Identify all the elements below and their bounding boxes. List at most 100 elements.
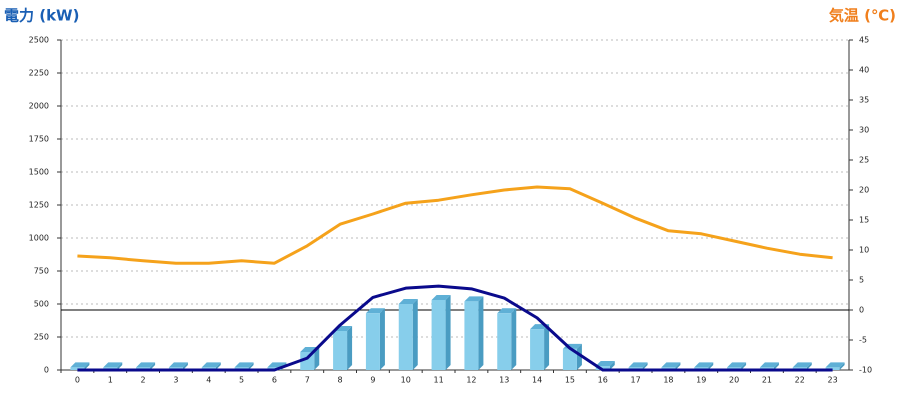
- bar-front: [333, 331, 348, 370]
- bar-top: [825, 362, 845, 368]
- bar-top: [497, 308, 517, 314]
- x-tick-label: 6: [272, 376, 277, 385]
- bar-top: [661, 362, 681, 368]
- bar-side: [412, 299, 418, 370]
- bar-side: [839, 362, 845, 370]
- bar: [398, 299, 418, 370]
- bar: [530, 324, 550, 370]
- y2-tick-label: 0: [859, 306, 864, 315]
- x-tick-label: 9: [370, 376, 375, 385]
- y-tick-label: 750: [34, 267, 49, 276]
- y-tick-label: 1750: [29, 135, 49, 144]
- bar-top: [103, 362, 123, 368]
- x-tick-label: 10: [401, 376, 411, 385]
- bar-top: [234, 362, 254, 368]
- x-tick-label: 19: [696, 376, 706, 385]
- bar-top: [365, 308, 385, 314]
- x-tick-label: 14: [532, 376, 542, 385]
- bar-top: [70, 362, 90, 368]
- bar-side: [347, 326, 353, 370]
- bar-front: [365, 313, 380, 370]
- x-tick-label: 5: [239, 376, 244, 385]
- x-tick-label: 15: [565, 376, 575, 385]
- bar-side: [544, 324, 550, 370]
- y-tick-label: 0: [44, 366, 49, 375]
- bar-front: [431, 300, 446, 370]
- y-tick-label: 2000: [29, 102, 49, 111]
- x-tick-label: 4: [206, 376, 211, 385]
- bar-side: [150, 362, 156, 370]
- y2-tick-label: 45: [859, 36, 869, 45]
- y2-tick-label: 10: [859, 246, 869, 255]
- bar-side: [741, 362, 747, 370]
- bar: [365, 308, 385, 370]
- x-tick-label: 12: [466, 376, 476, 385]
- bar-top: [759, 362, 779, 368]
- x-tick-label: 20: [729, 376, 739, 385]
- bar-top: [201, 362, 221, 368]
- x-tick-label: 7: [305, 376, 310, 385]
- bar-top: [727, 362, 747, 368]
- y2-tick-label: 35: [859, 96, 869, 105]
- y2-tick-label: 40: [859, 66, 869, 75]
- bar-side: [182, 362, 188, 370]
- bar-top: [628, 362, 648, 368]
- bar-side: [806, 362, 812, 370]
- bar-front: [497, 313, 512, 370]
- bar-side: [248, 362, 254, 370]
- y2-tick-label: 5: [859, 276, 864, 285]
- bar-side: [117, 362, 123, 370]
- bar-top: [168, 362, 188, 368]
- bar-side: [379, 308, 385, 370]
- bar-top: [792, 362, 812, 368]
- x-tick-label: 8: [338, 376, 343, 385]
- y2-axis-title: 気温 (℃): [829, 7, 896, 25]
- bar-side: [675, 362, 681, 370]
- x-tick-label: 0: [75, 376, 80, 385]
- y-tick-label: 1000: [29, 234, 49, 243]
- x-tick-label: 22: [795, 376, 805, 385]
- y-tick-label: 1250: [29, 201, 49, 210]
- bar: [168, 362, 188, 370]
- bar-side: [215, 362, 221, 370]
- y-tick-label: 1500: [29, 168, 49, 177]
- bar-front: [562, 348, 577, 370]
- bar-side: [511, 308, 517, 370]
- bar-side: [445, 295, 451, 370]
- bar: [333, 326, 353, 370]
- x-tick-label: 2: [141, 376, 146, 385]
- bar-top: [595, 361, 615, 367]
- y-tick-label: 500: [34, 300, 49, 309]
- bar: [431, 295, 451, 370]
- bar-side: [708, 362, 714, 370]
- bar-side: [642, 362, 648, 370]
- y-tick-label: 250: [34, 333, 49, 342]
- x-tick-label: 21: [762, 376, 772, 385]
- bar-side: [576, 343, 582, 370]
- bar-side: [609, 361, 615, 370]
- x-tick-label: 18: [663, 376, 673, 385]
- x-tick-label: 3: [173, 376, 178, 385]
- x-tick-label: 23: [827, 376, 837, 385]
- x-tick-label: 16: [598, 376, 608, 385]
- bar-front: [464, 301, 479, 370]
- bar-side: [773, 362, 779, 370]
- bar-top: [694, 362, 714, 368]
- x-tick-label: 11: [433, 376, 443, 385]
- y2-tick-label: 15: [859, 216, 869, 225]
- bar: [464, 296, 484, 370]
- y2-tick-label: 20: [859, 186, 869, 195]
- bar-side: [84, 362, 90, 370]
- bar-front: [398, 304, 413, 370]
- bar-top: [431, 295, 451, 301]
- bar-top: [398, 299, 418, 304]
- bar-side: [314, 347, 320, 370]
- y2-tick-label: 30: [859, 126, 869, 135]
- bar: [562, 343, 582, 370]
- line: [77, 185, 833, 265]
- y-tick-label: 2250: [29, 69, 49, 78]
- x-tick-label: 1: [108, 376, 113, 385]
- bar-top: [136, 362, 156, 368]
- bar-front: [530, 329, 545, 370]
